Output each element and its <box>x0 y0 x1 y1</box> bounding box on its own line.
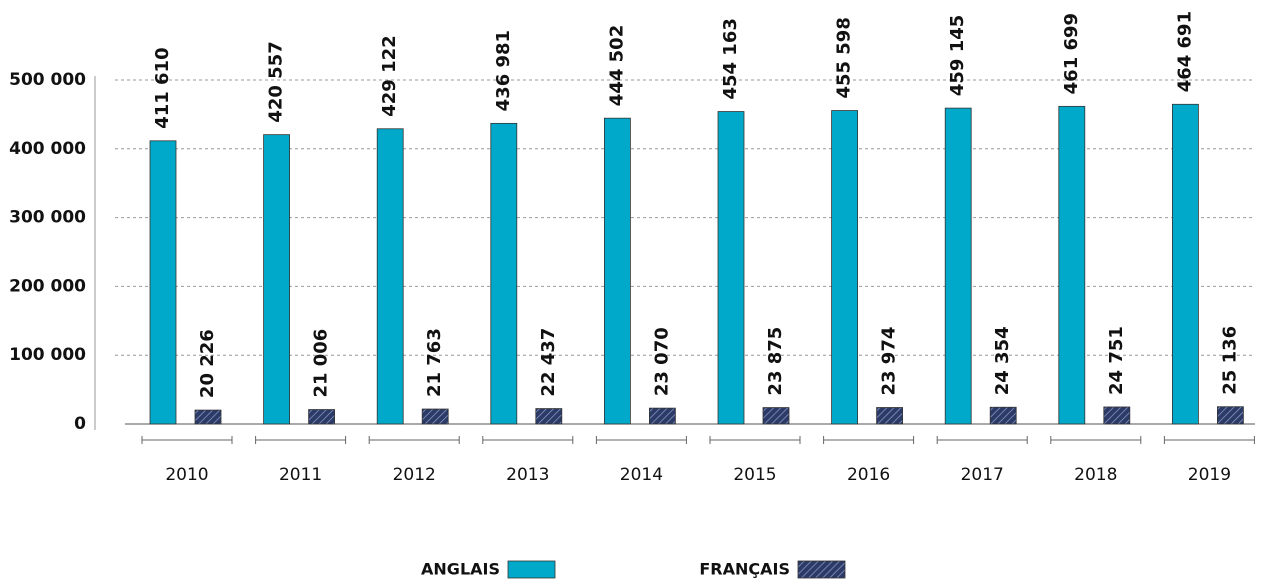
bar <box>876 407 903 425</box>
bar <box>944 107 972 425</box>
category-bracket <box>709 436 801 444</box>
category-bracket <box>368 436 460 444</box>
value-label: 23 974 <box>879 327 900 396</box>
bar <box>149 140 177 425</box>
value-label: 436 981 <box>493 30 514 111</box>
x-tick-label: 2016 <box>847 465 890 485</box>
y-tick-label: 500 000 <box>9 70 86 90</box>
x-tick-label: 2015 <box>733 465 776 485</box>
value-label: 454 163 <box>720 18 741 99</box>
bar <box>604 117 631 425</box>
value-label: 461 699 <box>1061 13 1082 94</box>
bar <box>762 407 790 425</box>
bar <box>263 134 291 425</box>
bar <box>1217 406 1244 425</box>
value-label: 455 598 <box>834 17 855 98</box>
category-bracket <box>1163 436 1255 444</box>
x-tick-label: 2017 <box>961 465 1004 485</box>
bar <box>831 110 858 425</box>
y-tick-label: 400 000 <box>9 139 86 159</box>
value-label: 23 070 <box>651 327 672 396</box>
bar <box>376 128 404 425</box>
legend-swatch <box>797 560 846 579</box>
value-label: 429 122 <box>379 35 400 116</box>
y-tick-label: 0 <box>74 414 86 434</box>
legend-label: FRANÇAIS <box>699 560 790 579</box>
value-label: 21 763 <box>424 328 445 397</box>
value-label: 444 502 <box>606 25 627 106</box>
value-label: 21 006 <box>311 329 332 398</box>
x-tick-label: 2011 <box>279 465 322 485</box>
bar <box>989 406 1017 425</box>
value-label: 420 557 <box>266 41 287 122</box>
bar <box>1058 105 1086 425</box>
bar <box>535 408 563 425</box>
value-label: 464 691 <box>1174 11 1195 92</box>
bar <box>490 122 518 425</box>
value-label: 24 354 <box>992 326 1013 395</box>
category-bracket <box>141 436 233 444</box>
value-label: 459 145 <box>947 15 968 96</box>
category-bracket <box>936 436 1028 444</box>
x-tick-label: 2014 <box>620 465 663 485</box>
bar <box>1172 103 1199 425</box>
y-tick-label: 100 000 <box>9 345 86 365</box>
value-label: 23 875 <box>765 327 786 396</box>
category-bracket <box>255 436 347 444</box>
legend-label: ANGLAIS <box>421 560 500 579</box>
bar <box>194 409 222 425</box>
value-label: 24 751 <box>1106 326 1127 395</box>
x-tick-label: 2010 <box>165 465 208 485</box>
category-bracket <box>823 436 915 444</box>
x-tick-label: 2012 <box>393 465 436 485</box>
value-label: 25 136 <box>1219 326 1240 395</box>
x-tick-label: 2019 <box>1188 465 1231 485</box>
value-label: 20 226 <box>197 329 218 398</box>
bar <box>1103 406 1131 425</box>
category-bracket <box>1050 436 1142 444</box>
value-label: 411 610 <box>152 47 173 128</box>
x-tick-label: 2018 <box>1074 465 1117 485</box>
bar <box>649 407 676 425</box>
bar <box>717 111 745 425</box>
value-label: 22 437 <box>538 328 559 397</box>
category-bracket <box>595 436 687 444</box>
category-bracket <box>482 436 574 444</box>
x-tick-label: 2013 <box>506 465 549 485</box>
bar <box>308 409 336 425</box>
y-tick-label: 300 000 <box>9 208 86 228</box>
bar <box>421 408 449 425</box>
y-tick-label: 200 000 <box>9 276 86 296</box>
legend-swatch <box>507 560 556 579</box>
